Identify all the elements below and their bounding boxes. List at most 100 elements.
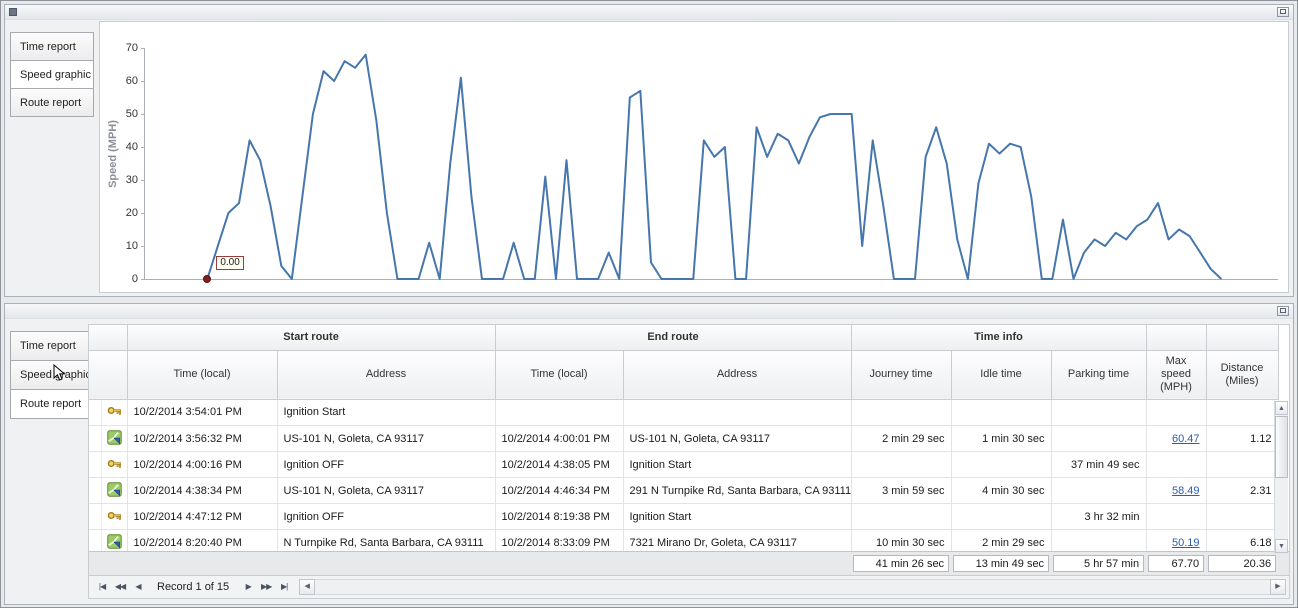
collapse-panel-button[interactable] xyxy=(1277,7,1289,17)
chart-start-point xyxy=(203,275,212,283)
cell-start_time: 10/2/2014 4:38:34 PM xyxy=(127,477,278,504)
max-speed-link[interactable]: 58.49 xyxy=(1171,484,1200,497)
tab-speed-graphic[interactable]: Speed graphic xyxy=(10,60,94,89)
nav-last-record-button[interactable]: ▶| xyxy=(281,582,288,591)
column-header-end-time[interactable]: Time (local) xyxy=(494,350,624,400)
table-row[interactable]: 10/2/2014 4:38:34 PM US-101 N, Goleta, CA… xyxy=(89,477,1279,504)
summary-cell-idle: 13 min 49 sec xyxy=(951,553,1051,574)
nav-first-record-button[interactable]: |◀ xyxy=(98,582,106,591)
key-icon xyxy=(107,511,121,520)
vertical-scroll-thumb[interactable] xyxy=(1275,416,1288,478)
cell-distance xyxy=(1206,399,1279,426)
cell-start_addr: Ignition OFF xyxy=(277,451,496,478)
chart-annotation: 0.00 xyxy=(216,256,244,270)
collapse-panel-button[interactable] xyxy=(1277,306,1289,316)
cell-start_time: 10/2/2014 4:47:12 PM xyxy=(127,503,278,530)
cell-max_speed xyxy=(1146,451,1207,478)
summary-empty xyxy=(89,553,851,574)
horizontal-scrollbar[interactable]: ◀ ▶ xyxy=(299,579,1286,595)
cell-icon xyxy=(101,529,128,552)
column-header-start-address[interactable]: Address xyxy=(276,350,496,400)
y-axis-title: Speed (MPH) xyxy=(107,120,119,188)
speed-series-line xyxy=(207,55,1221,279)
summary-idle-time: 13 min 49 sec xyxy=(953,555,1050,573)
cell-distance xyxy=(1206,503,1279,530)
top-sidebar: Time report Speed graphic Route report xyxy=(10,32,94,117)
cell-max_speed: 58.49 xyxy=(1146,477,1207,504)
tab-time-report[interactable]: Time report xyxy=(10,331,94,361)
group-header-empty xyxy=(1145,325,1207,351)
record-count-label: Record 1 of 15 xyxy=(157,581,230,593)
row-indicator xyxy=(89,451,102,478)
horizontal-scroll-track[interactable] xyxy=(315,579,1270,595)
chart-plot-area: 0.00 0 10 20 30 40 50 60 70 xyxy=(126,42,1278,285)
cell-idle xyxy=(951,399,1052,426)
row-indicator xyxy=(89,503,102,530)
nav-prev-record-button[interactable]: ◀ xyxy=(135,582,141,591)
cell-parking xyxy=(1051,425,1147,452)
speed-chart: Speed (MPH) 0.00 0 10 20 30 40 50 60 70 xyxy=(99,21,1289,293)
cell-max_speed: 50.19 xyxy=(1146,529,1207,552)
cell-journey: 3 min 59 sec xyxy=(851,477,952,504)
cell-end_time: 10/2/2014 8:19:38 PM xyxy=(495,503,624,530)
tab-time-report[interactable]: Time report xyxy=(10,32,94,61)
column-header-parking-time[interactable]: Parking time xyxy=(1050,350,1147,400)
cell-distance: 6.18 xyxy=(1206,529,1279,552)
scroll-up-icon[interactable]: ▲ xyxy=(1275,401,1288,415)
cell-distance: 1.12 xyxy=(1206,425,1279,452)
nav-prev-page-button[interactable]: ◀◀ xyxy=(114,582,126,591)
column-header-end-address[interactable]: Address xyxy=(622,350,852,400)
y-tick-mark xyxy=(141,47,145,49)
column-header-idle-time[interactable]: Idle time xyxy=(950,350,1052,400)
cell-icon xyxy=(101,399,128,426)
y-tick-mark xyxy=(141,212,145,214)
group-header-start-route[interactable]: Start route xyxy=(126,325,496,351)
route-icon xyxy=(106,481,122,497)
cell-max_speed xyxy=(1146,399,1207,426)
cell-parking xyxy=(1051,529,1147,552)
cell-start_addr: US-101 N, Goleta, CA 93117 xyxy=(277,477,496,504)
y-tick-mark xyxy=(141,146,145,148)
column-header-start-time[interactable]: Time (local) xyxy=(126,350,278,400)
cell-start_time: 10/2/2014 4:00:16 PM xyxy=(127,451,278,478)
table-row[interactable]: 10/2/2014 3:56:32 PM US-101 N, Goleta, CA… xyxy=(89,425,1279,452)
table-row[interactable]: 10/2/2014 8:20:40 PM N Turnpike Rd, Santa… xyxy=(89,529,1279,552)
scroll-down-icon[interactable]: ▼ xyxy=(1275,539,1288,553)
summary-distance: 20.36 xyxy=(1208,555,1277,573)
summary-cell-distance: 20.36 xyxy=(1206,553,1278,574)
table-row[interactable]: 10/2/2014 4:00:16 PM Ignition OFF 10/2/201… xyxy=(89,451,1279,478)
speed-line-chart xyxy=(145,48,1278,279)
tab-route-report[interactable]: Route report xyxy=(10,389,94,419)
collapse-icon xyxy=(1280,308,1286,313)
cell-start_time: 10/2/2014 3:54:01 PM xyxy=(127,399,278,426)
cell-start_addr: US-101 N, Goleta, CA 93117 xyxy=(277,425,496,452)
panel-header-strip xyxy=(5,304,1293,319)
group-header-time-info[interactable]: Time info xyxy=(850,325,1147,351)
max-speed-link[interactable]: 50.19 xyxy=(1171,536,1200,549)
bottom-sidebar: Time report Speed graphic Route report xyxy=(10,331,94,419)
tab-route-report[interactable]: Route report xyxy=(10,88,94,117)
cell-end_time xyxy=(495,399,624,426)
cell-parking: 3 hr 32 min xyxy=(1051,503,1147,530)
column-header-distance[interactable]: Distance (Miles) xyxy=(1205,350,1279,400)
cell-idle: 4 min 30 sec xyxy=(951,477,1052,504)
tab-speed-graphic[interactable]: Speed graphic xyxy=(10,360,94,390)
nav-next-record-button[interactable]: ▶ xyxy=(245,582,252,591)
row-indicator xyxy=(89,399,102,426)
table-row[interactable]: 10/2/2014 4:47:12 PM Ignition OFF 10/2/201… xyxy=(89,503,1279,530)
route-icon xyxy=(106,429,122,445)
column-header-max-speed[interactable]: Max speed (MPH) xyxy=(1145,350,1207,400)
group-header-end-route[interactable]: End route xyxy=(494,325,852,351)
grid-header: Start route End route Time info Time (lo… xyxy=(89,325,1279,400)
max-speed-link[interactable]: 60.47 xyxy=(1171,432,1200,445)
app-icon xyxy=(9,8,17,16)
y-tick-label: 30 xyxy=(125,174,138,186)
table-row[interactable]: 10/2/2014 3:54:01 PM Ignition Start xyxy=(89,399,1279,426)
vertical-scrollbar[interactable]: ▲ ▼ xyxy=(1274,401,1288,553)
nav-next-page-button[interactable]: ▶▶ xyxy=(261,582,272,591)
column-header-journey-time[interactable]: Journey time xyxy=(850,350,952,400)
cell-parking xyxy=(1051,399,1147,426)
scroll-right-icon[interactable]: ▶ xyxy=(1270,579,1286,595)
scroll-left-icon[interactable]: ◀ xyxy=(299,579,316,595)
